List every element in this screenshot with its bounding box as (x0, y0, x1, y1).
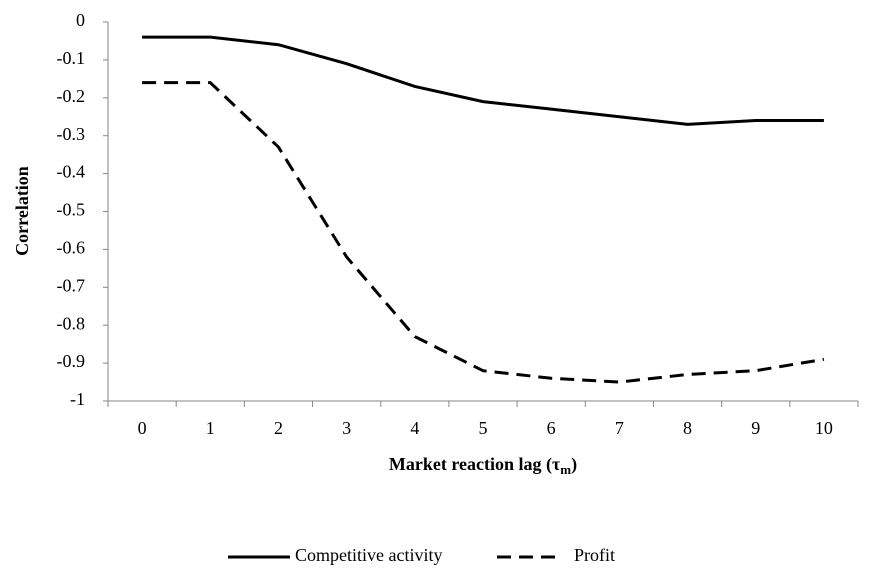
y-tick-label: -0.2 (57, 86, 86, 106)
x-tick-label: 3 (342, 418, 351, 438)
y-tick-label: -0.6 (57, 238, 86, 258)
series-line (142, 35, 824, 126)
x-axis-title-subscript: m (560, 462, 571, 477)
x-axis-title: Market reaction lag (τm) (389, 454, 577, 477)
y-tick-label: -0.1 (57, 48, 86, 68)
y-tick-label: -0.4 (57, 162, 86, 182)
legend-label: Competitive activity (295, 545, 442, 565)
y-tick-label: -0.7 (57, 275, 86, 295)
x-tick-label: 6 (547, 418, 556, 438)
x-tick-label: 4 (410, 418, 419, 438)
x-tick-label: 0 (138, 418, 147, 438)
y-tick-label: -0.8 (57, 313, 86, 333)
x-tick-label: 1 (206, 418, 215, 438)
x-axis-title-part: Market reaction lag (τ (389, 454, 561, 475)
x-tick-label: 10 (815, 418, 833, 438)
series-line (142, 81, 825, 384)
y-tick-label: -0.3 (57, 124, 86, 144)
y-tick-label: 0 (76, 10, 85, 30)
y-tick-label: -0.5 (57, 200, 86, 220)
legend-label: Profit (574, 545, 615, 565)
x-tick-label: 8 (683, 418, 692, 438)
x-tick-label: 7 (615, 418, 624, 438)
x-axis-title-part: ) (571, 454, 577, 475)
x-tick-label: 2 (274, 418, 283, 438)
y-tick-label: -1 (70, 389, 85, 409)
y-axis-title: Correlation (12, 166, 32, 256)
x-tick-label: 9 (751, 418, 760, 438)
x-tick-label: 5 (479, 418, 488, 438)
y-tick-label: -0.9 (57, 351, 86, 371)
